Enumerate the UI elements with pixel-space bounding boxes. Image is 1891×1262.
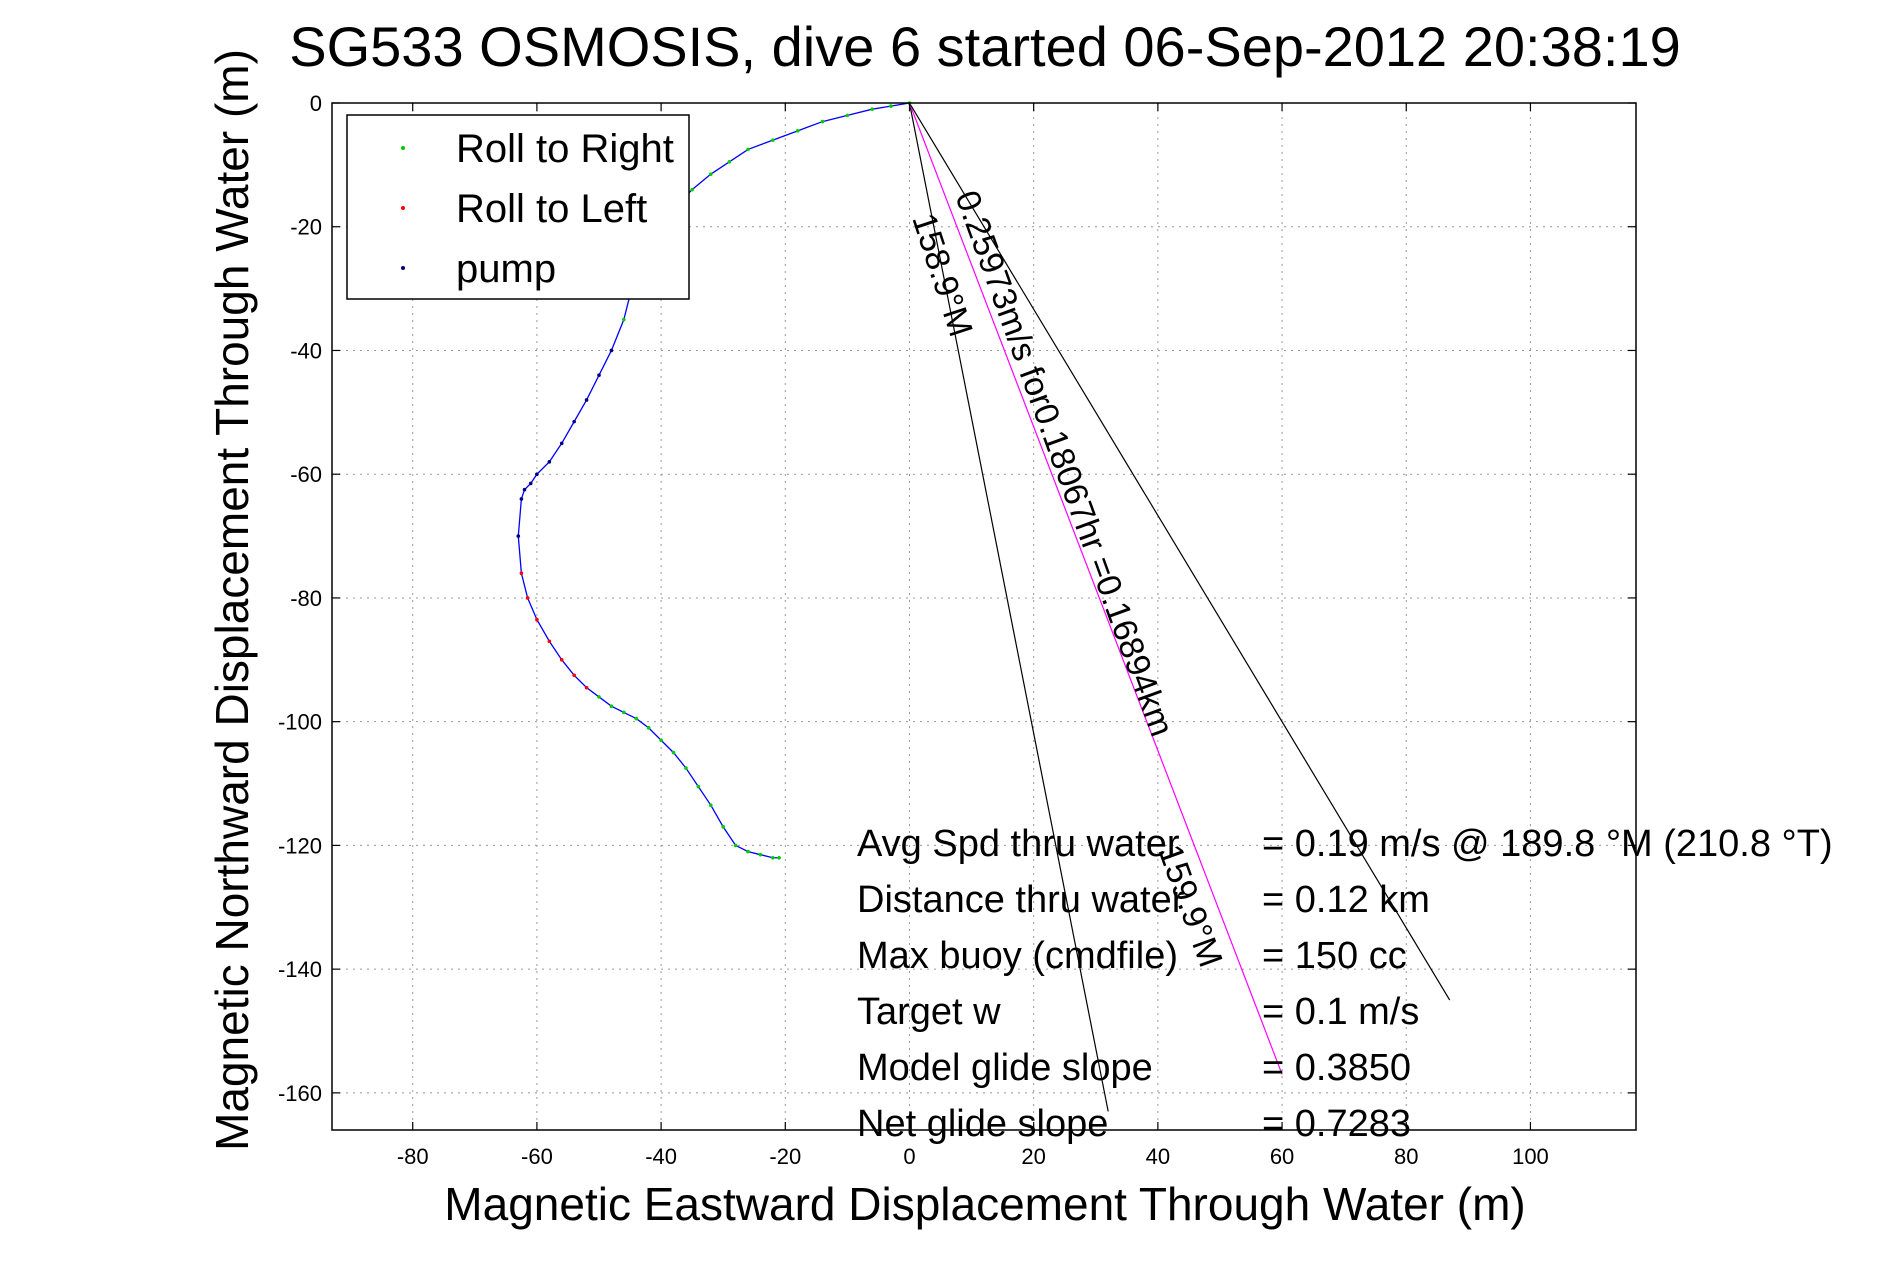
track-point	[777, 855, 781, 860]
stat-label: Target w	[857, 991, 1001, 1033]
track-point	[820, 119, 825, 124]
track-point	[522, 487, 527, 492]
stat-value: = 0.19 m/s @ 189.8 °M (210.8 °T)	[1262, 823, 1833, 865]
stat-value: = 0.7283	[1262, 1103, 1411, 1145]
x-tick-label: -80	[397, 1144, 429, 1169]
track-point	[597, 373, 601, 378]
bearing-lines	[908, 102, 1451, 1112]
track-point	[547, 460, 552, 464]
track-point	[525, 596, 530, 600]
stat-label: Distance thru water	[857, 879, 1185, 921]
grid	[332, 102, 1636, 1130]
track-point	[870, 107, 875, 111]
track-point	[609, 348, 614, 353]
x-tick-label: 100	[1512, 1144, 1549, 1169]
track-point	[771, 855, 775, 860]
y-tick-label: -140	[278, 957, 322, 982]
track-point	[584, 685, 589, 690]
track-point	[746, 849, 750, 854]
track-point	[671, 750, 676, 755]
stat-label: Net glide slope	[857, 1103, 1108, 1145]
track-point	[721, 825, 725, 829]
stat-value: = 0.1 m/s	[1262, 991, 1419, 1033]
stat-label: Model glide slope	[857, 1047, 1153, 1089]
track-point	[547, 639, 552, 644]
track-point	[559, 441, 564, 446]
track-point	[684, 766, 688, 770]
track-point	[634, 716, 639, 721]
x-tick-label: -60	[521, 1144, 553, 1169]
x-tick-label: 60	[1270, 1144, 1294, 1169]
track-point	[609, 704, 614, 709]
x-tick-label: 20	[1021, 1144, 1045, 1169]
track-point	[622, 317, 626, 322]
track-point	[708, 803, 713, 807]
y-tick-label: -20	[290, 215, 322, 240]
bearing-line	[908, 102, 1109, 1112]
stat-label: Avg Spd thru water	[857, 823, 1180, 865]
bearing-line	[908, 102, 1283, 1075]
track-point	[889, 104, 893, 108]
stats-block: Avg Spd thru water = 0.19 m/s @ 189.8 °M …	[857, 823, 1833, 1145]
legend-label: Roll to Right	[456, 127, 674, 171]
legend-marker	[401, 146, 405, 150]
y-tick-label: -60	[290, 462, 322, 487]
track-point	[519, 497, 524, 501]
track-point	[746, 147, 750, 152]
track-point	[646, 726, 651, 730]
track-point	[708, 172, 713, 176]
legend-label: pump	[456, 247, 556, 291]
track-point	[572, 673, 576, 678]
y-tick-label: -120	[278, 833, 322, 858]
track-point	[696, 784, 701, 789]
track-point	[622, 710, 626, 715]
y-tick-label: -80	[290, 586, 322, 611]
track-point	[528, 481, 533, 486]
stat-label: Max buoy (cmdfile)	[857, 935, 1178, 977]
track-point	[727, 159, 732, 164]
y-tick-label: -160	[278, 1081, 322, 1106]
y-tick-label: -40	[290, 338, 322, 363]
stat-value: = 150 cc	[1262, 935, 1407, 977]
track-point	[733, 843, 738, 848]
track-point	[758, 852, 763, 857]
track-point	[690, 187, 694, 192]
ticks: -80 -60 -40 -20 0 20 40 60 80 100 0 -20 -40 -60 -80 -10…	[278, 91, 1636, 1169]
track-point	[519, 571, 524, 575]
track-point	[559, 658, 564, 662]
track-point	[516, 534, 521, 538]
plot-frame	[331, 102, 1637, 1131]
track-point	[597, 695, 601, 699]
bearing-line	[908, 102, 1451, 1001]
x-tick-label: -40	[645, 1144, 677, 1169]
legend: Roll to Right Roll to Left pump	[346, 114, 690, 300]
legend-marker	[401, 206, 405, 210]
chart-title: SG533 OSMOSIS, dive 6 started 06-Sep-201…	[289, 15, 1681, 78]
track-point	[584, 398, 589, 402]
track-point	[535, 617, 539, 622]
x-tick-label: -20	[769, 1144, 801, 1169]
x-tick-label: 80	[1394, 1144, 1418, 1169]
x-tick-label: 0	[903, 1144, 915, 1169]
legend-marker	[401, 266, 405, 270]
track-point	[659, 738, 663, 743]
track-point	[572, 419, 576, 424]
track-point	[795, 129, 800, 133]
track-point	[771, 138, 775, 142]
stat-value: = 0.12 km	[1262, 879, 1430, 921]
x-tick-label: 40	[1146, 1144, 1170, 1169]
legend-items: Roll to Right Roll to Left pump	[401, 127, 674, 291]
y-tick-label: -100	[278, 710, 322, 735]
stat-value: = 0.3850	[1262, 1047, 1411, 1089]
track-point	[845, 113, 850, 118]
track-point	[535, 472, 539, 477]
y-axis-title: Magnetic Northward Displacement Through …	[206, 49, 258, 1151]
legend-label: Roll to Left	[456, 187, 647, 231]
y-tick-label: 0	[310, 91, 322, 116]
x-axis-title: Magnetic Eastward Displacement Through W…	[444, 1178, 1525, 1230]
